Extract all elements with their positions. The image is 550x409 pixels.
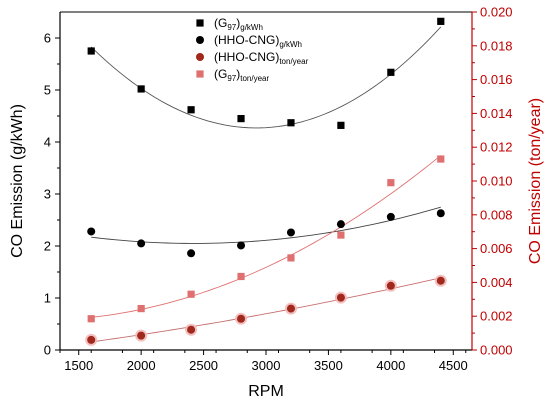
legend-marker-series-1 — [196, 36, 204, 44]
left-y-tick-label: 2 — [44, 239, 51, 254]
marker-series-1 — [237, 241, 246, 250]
fit-curve-series-1 — [91, 206, 441, 244]
legend-label-series-1: (HHO-CNG)g/kWh — [214, 33, 302, 49]
left-y-tick-label: 1 — [44, 291, 51, 306]
marker-series-2 — [87, 335, 96, 344]
marker-series-2 — [286, 304, 295, 313]
fit-curve-series-0 — [90, 26, 442, 129]
marker-series-0 — [287, 119, 295, 127]
fit-curves — [90, 26, 442, 343]
marker-series-2 — [137, 331, 146, 340]
x-axis-title: RPM — [248, 383, 284, 400]
right-y-tick-label: 0.012 — [480, 140, 513, 155]
legend-label-series-2: (HHO-CNG)ton/year — [214, 50, 309, 66]
fit-curve-series-2 — [91, 277, 441, 343]
x-tick-label: 2500 — [189, 358, 218, 373]
marker-series-0 — [337, 121, 345, 129]
left-y-tick-label: 3 — [44, 187, 51, 202]
marker-series-1 — [286, 228, 295, 237]
marker-series-1 — [187, 249, 196, 258]
marker-series-3 — [137, 304, 145, 313]
x-tick-label: 2000 — [127, 358, 156, 373]
marker-series-1 — [386, 212, 395, 221]
right-y-tick-label: 0.002 — [480, 309, 513, 324]
marker-series-0 — [87, 47, 95, 55]
x-tick-label: 4000 — [376, 358, 405, 373]
legend-marker-series-3 — [196, 70, 204, 78]
legend-marker-series-2 — [196, 53, 204, 61]
data-markers — [85, 17, 447, 346]
right-y-tick-label: 0.016 — [480, 72, 513, 87]
right-y-tick-label: 0.018 — [480, 38, 513, 53]
left-y-tick-label: 4 — [44, 135, 51, 150]
left-y-axis-title: CO Emission (g/kWh) — [9, 104, 26, 258]
marker-series-2 — [187, 325, 196, 334]
left-y-tick-label: 6 — [44, 31, 51, 46]
marker-series-3 — [187, 290, 195, 298]
marker-series-2 — [237, 314, 246, 323]
marker-series-2 — [436, 276, 445, 285]
marker-series-2 — [336, 293, 345, 302]
marker-series-1 — [436, 209, 445, 218]
marker-series-3 — [87, 315, 95, 323]
marker-series-3 — [287, 254, 295, 262]
marker-series-0 — [137, 85, 145, 93]
legend: (G97)g/kWh(HHO-CNG)g/kWh(HHO-CNG)ton/yea… — [196, 16, 309, 83]
legend-label-series-3: (G97)ton/year — [214, 67, 269, 83]
right-y-tick-label: 0.000 — [480, 343, 513, 358]
left-y-tick-label: 0 — [44, 343, 51, 358]
axes: 1500 2000 2500 3000 3500 4000 4500 0 1 2 3 4 5 6 0.000… — [9, 5, 544, 401]
right-y-tick-label: 0.004 — [480, 275, 513, 290]
marker-series-1 — [87, 227, 96, 236]
right-y-tick-label: 0.010 — [480, 174, 513, 189]
right-y-axis-title: CO Emission (ton/year) — [527, 98, 544, 264]
marker-series-0 — [237, 115, 245, 123]
x-tick-label: 3500 — [314, 358, 343, 373]
marker-series-3 — [437, 155, 445, 163]
marker-series-1 — [137, 239, 146, 248]
right-y-tick-label: 0.014 — [480, 106, 513, 121]
marker-series-2 — [386, 281, 395, 290]
marker-series-3 — [387, 179, 395, 187]
marker-series-3 — [237, 272, 245, 281]
x-tick-label: 3000 — [252, 358, 281, 373]
marker-series-0 — [187, 106, 195, 114]
fit-curve-series-3 — [91, 155, 442, 318]
marker-series-3 — [337, 231, 345, 239]
x-tick-label: 1500 — [64, 358, 93, 373]
marker-series-1 — [336, 220, 345, 229]
marker-series-0 — [437, 17, 445, 25]
right-y-tick-label: 0.006 — [480, 241, 513, 256]
x-tick-label: 4500 — [439, 358, 468, 373]
right-y-tick-label: 0.008 — [480, 207, 513, 222]
right-y-tick-label: 0.020 — [480, 5, 513, 20]
legend-marker-series-0 — [196, 19, 204, 27]
left-y-tick-label: 5 — [44, 83, 51, 98]
legend-label-series-0: (G97)g/kWh — [214, 16, 263, 32]
marker-series-0 — [387, 68, 395, 76]
